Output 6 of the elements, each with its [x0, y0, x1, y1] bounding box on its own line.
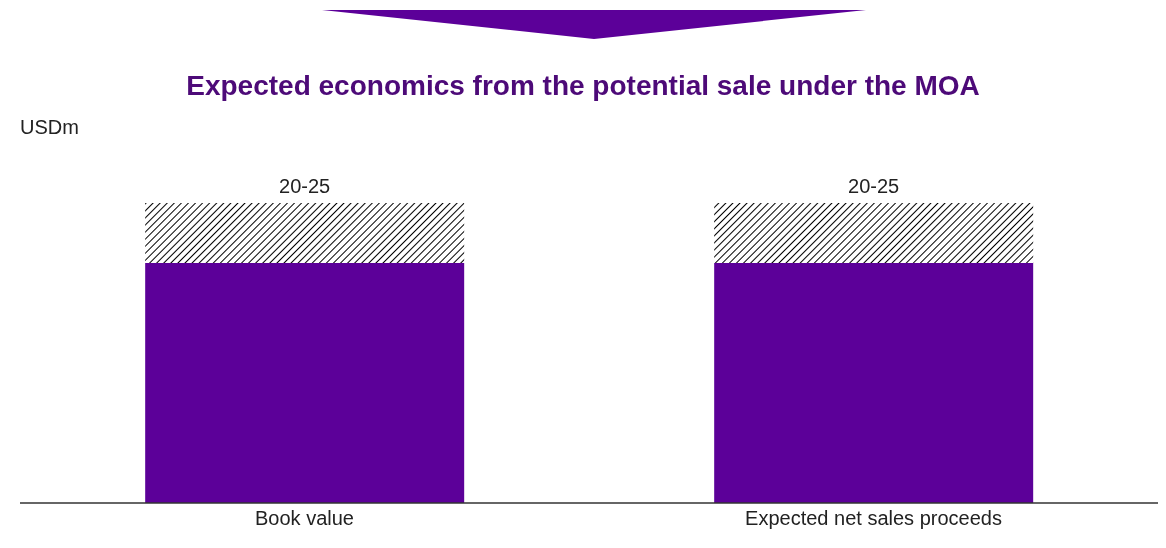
- y-axis-title: USDm: [20, 116, 79, 139]
- x-tick-label: Book value: [255, 507, 354, 530]
- x-tick-label: Expected net sales proceeds: [745, 507, 1002, 530]
- total-label: 20-25: [848, 175, 900, 197]
- chart-title: Expected economics from the potential sale under the MOA: [185, 70, 981, 102]
- total-label: 20-25: [279, 175, 331, 197]
